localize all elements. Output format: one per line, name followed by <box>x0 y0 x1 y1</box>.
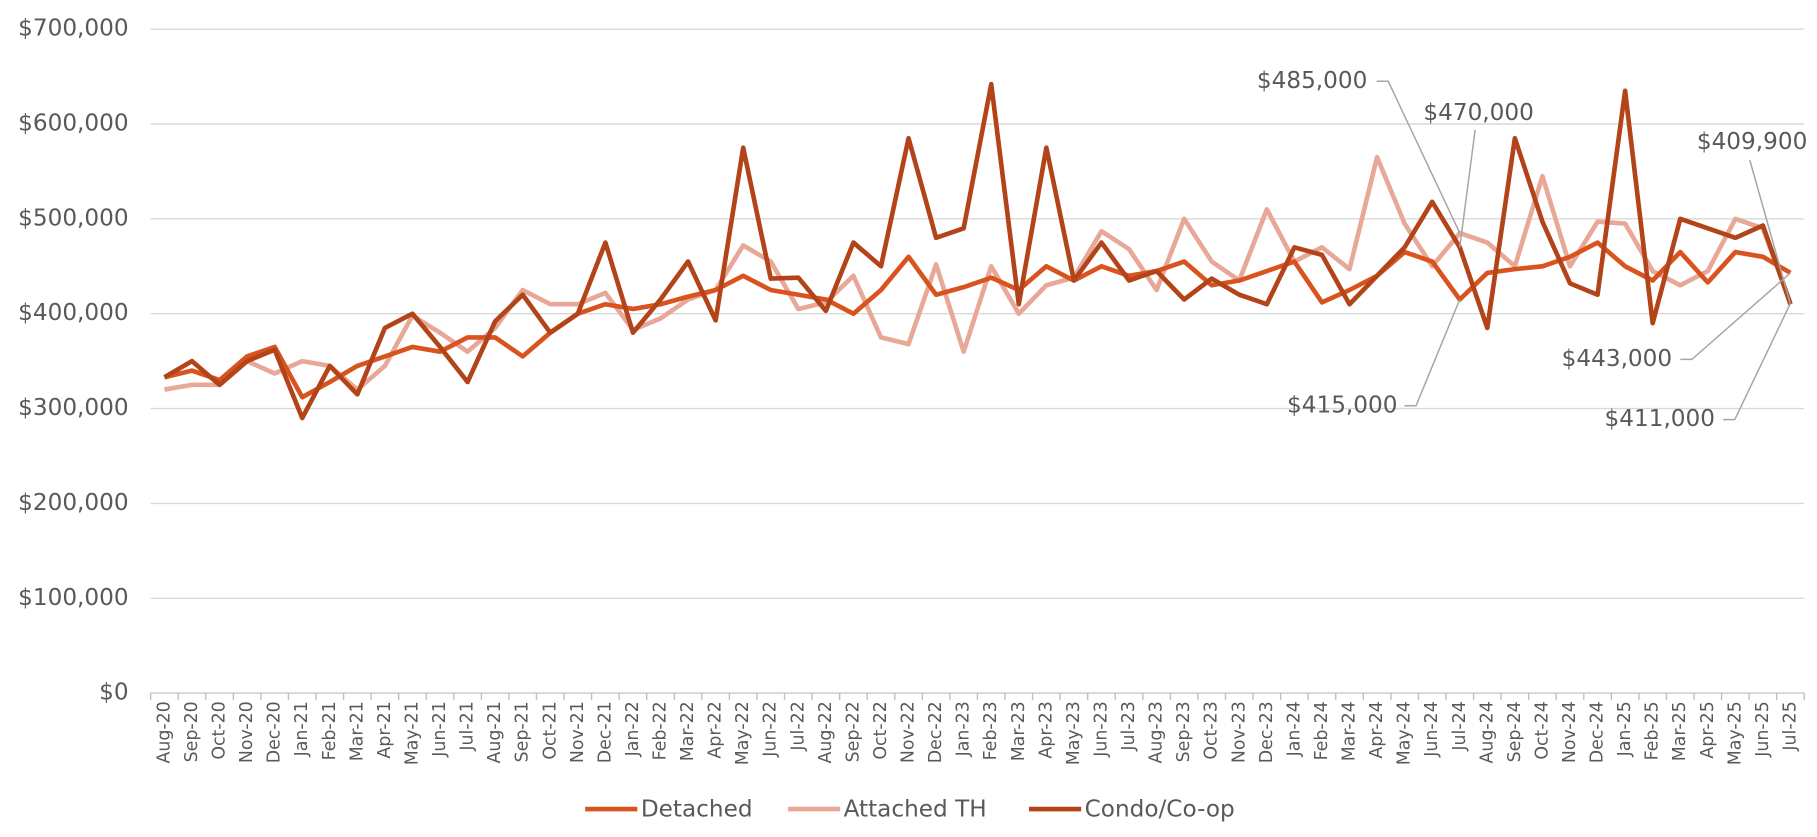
series-line <box>164 154 1793 392</box>
x-tick-label: Aug-22 <box>816 701 836 763</box>
y-tick-label: $200,000 <box>18 489 128 516</box>
x-tick-label: May-25 <box>1725 701 1745 765</box>
x-tick-label: Oct-22 <box>871 701 891 759</box>
x-tick-label: Jun-22 <box>761 701 781 758</box>
annotation-leader <box>1680 272 1791 361</box>
x-tick-label: Aug-24 <box>1477 701 1497 763</box>
annotation-leader <box>1459 129 1476 248</box>
annotation-label: $443,000 <box>1562 345 1673 372</box>
y-tick-label: $600,000 <box>18 109 128 136</box>
x-tick-label: Jul-25 <box>1780 701 1800 751</box>
x-tick-label: Jul-21 <box>458 701 478 751</box>
x-tick-label: Nov-24 <box>1560 701 1580 763</box>
x-tick-label: Jan-23 <box>954 701 974 757</box>
annotation-label: $409,900 <box>1697 128 1808 155</box>
x-tick-label: Dec-22 <box>926 701 946 763</box>
x-tick-label: Dec-23 <box>1257 701 1277 763</box>
y-tick-label: $700,000 <box>18 15 128 42</box>
annotation-leader <box>1723 302 1792 421</box>
x-tick-label: Oct-23 <box>1202 701 1222 759</box>
x-tick-label: Aug-21 <box>485 701 505 763</box>
x-tick-label: Oct-21 <box>540 701 560 759</box>
x-tick-label: Apr-25 <box>1698 701 1718 758</box>
x-tick-label: Apr-24 <box>1367 701 1387 758</box>
y-tick-label: $400,000 <box>18 299 128 326</box>
annotation-leader <box>1749 159 1792 305</box>
y-tick-label: $500,000 <box>18 204 128 231</box>
x-tick-label: Oct-24 <box>1532 701 1552 759</box>
legend-label: Attached TH <box>844 796 987 823</box>
annotation-label: $470,000 <box>1423 99 1534 126</box>
series-line <box>163 240 1792 400</box>
x-tick-label: Sep-23 <box>1174 701 1194 762</box>
x-tick-label: Feb-23 <box>981 701 1001 760</box>
x-tick-label: May-23 <box>1064 701 1084 765</box>
x-tick-label: Jul-24 <box>1450 701 1470 751</box>
series-line <box>163 81 1793 421</box>
x-tick-label: Dec-21 <box>595 701 615 763</box>
x-tick-label: Jan-22 <box>623 701 643 757</box>
x-tick-label: Aug-20 <box>154 701 174 763</box>
x-tick-label: Jul-23 <box>1119 701 1139 751</box>
x-tick-label: Sep-22 <box>843 701 863 762</box>
x-tick-label: Jan-25 <box>1615 701 1635 757</box>
x-tick-label: Apr-22 <box>706 701 726 758</box>
x-tick-label: Sep-21 <box>513 701 533 762</box>
x-tick-label: Feb-25 <box>1643 701 1663 760</box>
x-tick-label: Aug-23 <box>1147 701 1167 763</box>
x-tick-label: Mar-25 <box>1670 701 1690 761</box>
x-tick-label: Apr-23 <box>1036 701 1056 758</box>
x-tick-label: May-21 <box>402 701 422 765</box>
x-tick-label: Apr-21 <box>375 701 395 758</box>
x-tick-label: Mar-22 <box>678 701 698 761</box>
x-tick-label: Mar-21 <box>347 701 367 761</box>
x-tick-label: Sep-20 <box>182 701 202 762</box>
x-tick-label: Oct-20 <box>210 701 230 759</box>
x-tick-label: Jul-22 <box>788 701 808 751</box>
x-tick-label: Feb-24 <box>1312 701 1332 760</box>
x-tick-label: Sep-24 <box>1505 701 1525 762</box>
x-tick-label: Mar-24 <box>1340 701 1360 761</box>
y-tick-label: $100,000 <box>18 584 128 611</box>
x-tick-label: Nov-23 <box>1229 701 1249 763</box>
legend-label: Condo/Co-op <box>1085 796 1235 823</box>
annotation-leader <box>1404 299 1461 407</box>
x-tick-label: Feb-22 <box>651 701 671 760</box>
x-tick-label: Jan-21 <box>292 701 312 757</box>
x-tick-label: Jun-21 <box>430 701 450 758</box>
y-tick-label: $0 <box>99 679 128 706</box>
legend-label: Detached <box>641 796 753 823</box>
x-tick-label: Nov-21 <box>568 701 588 763</box>
x-tick-label: Jun-25 <box>1753 701 1773 758</box>
x-tick-label: Mar-23 <box>1009 701 1029 761</box>
x-tick-label: Jun-23 <box>1091 701 1111 758</box>
annotation-label: $411,000 <box>1605 405 1716 432</box>
x-tick-label: Nov-22 <box>899 701 919 763</box>
y-tick-label: $300,000 <box>18 394 128 421</box>
annotation-label: $415,000 <box>1287 391 1398 418</box>
x-tick-label: Jun-24 <box>1422 701 1442 758</box>
annotation-leader <box>1376 80 1461 234</box>
annotation-label: $485,000 <box>1257 67 1368 94</box>
x-tick-label: Dec-24 <box>1588 701 1608 763</box>
x-tick-label: May-24 <box>1395 701 1415 765</box>
x-tick-label: Dec-20 <box>265 701 285 763</box>
x-tick-label: May-22 <box>733 701 753 765</box>
x-tick-label: Feb-21 <box>320 701 340 760</box>
x-tick-label: Nov-20 <box>237 701 257 763</box>
x-tick-label: Jan-24 <box>1284 701 1304 757</box>
